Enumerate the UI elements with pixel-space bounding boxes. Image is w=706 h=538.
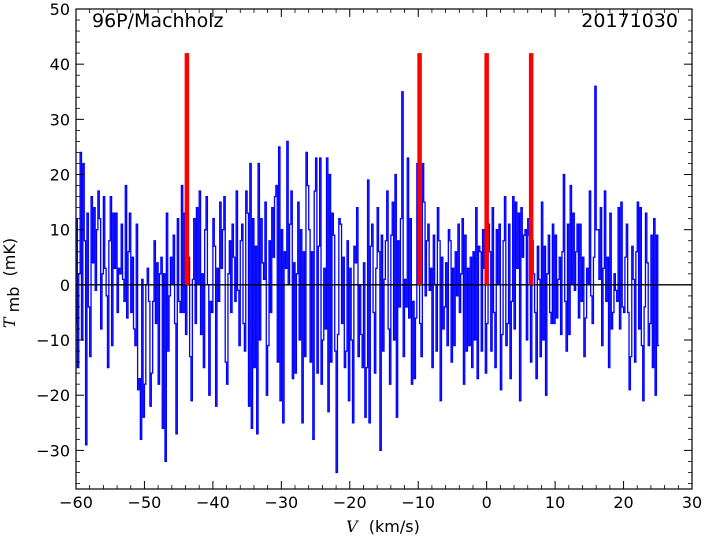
y-tick-label: 20	[50, 166, 70, 185]
plot-frame	[75, 8, 693, 490]
y-tick-label: 30	[50, 110, 70, 129]
x-tick-label: 10	[545, 493, 565, 512]
plot-area	[76, 53, 692, 474]
x-tick-label: 30	[682, 493, 702, 512]
y-tick-label: 40	[50, 55, 70, 74]
date-label: 20171030	[581, 10, 678, 32]
y-tick-label: −10	[36, 331, 70, 350]
y-axis-unit: (mK)	[0, 238, 19, 277]
x-tick-label: 20	[613, 493, 633, 512]
y-axis-subscript: mb	[4, 287, 23, 313]
x-axis-title: V (km/s)	[346, 517, 420, 536]
x-tick-label: −10	[401, 493, 435, 512]
y-axis-symbol: T	[0, 316, 19, 328]
x-tick-label: −20	[333, 493, 367, 512]
plot-clip-group	[76, 53, 692, 474]
x-axis-unit: (km/s)	[369, 517, 420, 536]
y-tick-label: 10	[50, 221, 70, 240]
y-tick-label: −20	[36, 386, 70, 405]
comet-name-label: 96P/Machholz	[92, 10, 224, 32]
y-axis-title: T mb (mK)	[0, 238, 23, 328]
svg-text:V (km/s): V (km/s)	[346, 517, 420, 536]
x-tick-label: −30	[264, 493, 298, 512]
x-tick-label: −50	[128, 493, 162, 512]
x-tick-label: −40	[196, 493, 230, 512]
x-axis-symbol: V	[346, 517, 359, 536]
y-axis: −30 −20 −10 0 10 20 30 40 50	[36, 0, 692, 484]
y-tick-label: 50	[50, 0, 70, 19]
x-tick-label: 0	[482, 493, 492, 512]
y-tick-label: 0	[60, 276, 70, 295]
x-axis: −60 −50 −40 −30 −20 −10 0 10 20 30	[59, 9, 702, 512]
x-tick-label: −60	[59, 493, 93, 512]
svg-text:T mb (mK): T mb (mK)	[0, 238, 23, 328]
y-tick-label: −30	[36, 441, 70, 460]
